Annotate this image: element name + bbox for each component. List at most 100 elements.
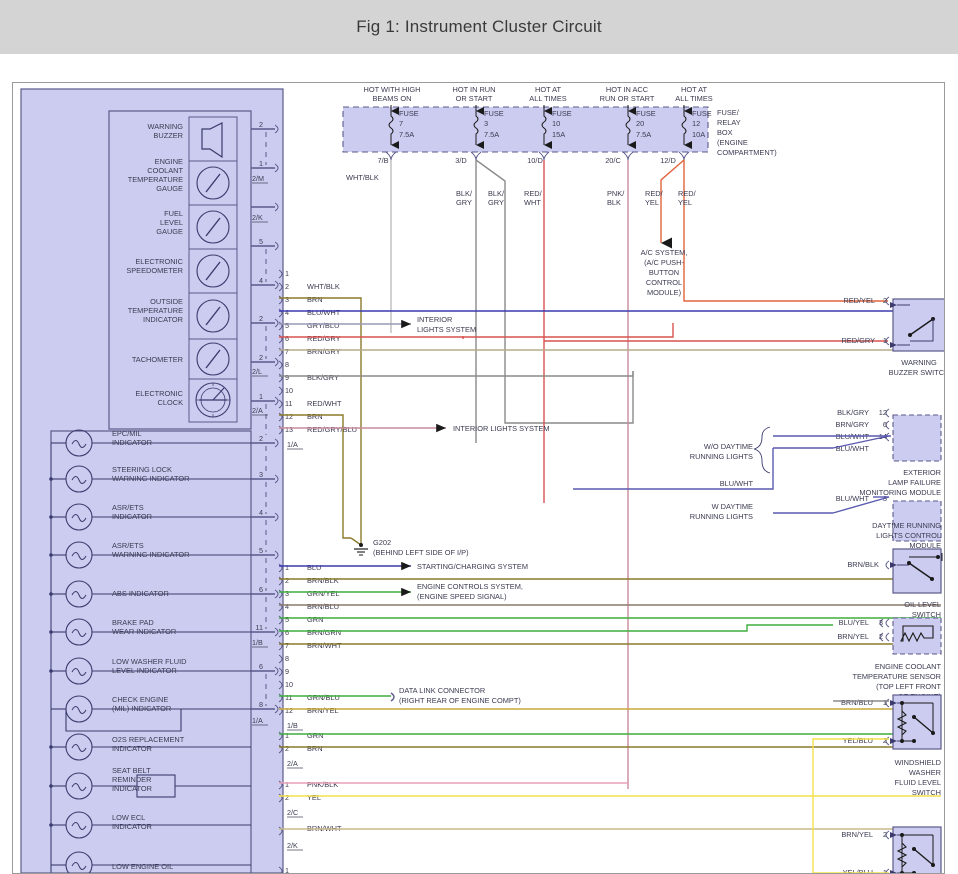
svg-text:12: 12 — [285, 412, 293, 421]
svg-text:GRY/BLU: GRY/BLU — [307, 321, 339, 330]
svg-text:2: 2 — [285, 793, 289, 802]
svg-text:BLU/WHT: BLU/WHT — [307, 308, 341, 317]
elc-wire-1: YEL/BLU — [843, 868, 873, 873]
oil-level-switch[interactable]: BRN/BLK OIL LEVEL SWITCH — [847, 548, 944, 619]
svg-text:ENGINE CONTROLS SYSTEM,: ENGINE CONTROLS SYSTEM, — [417, 582, 523, 591]
svg-text:RED/: RED/ — [524, 189, 543, 198]
gauge-icon — [196, 166, 230, 200]
svg-text:MODULE): MODULE) — [647, 288, 681, 297]
cluster-gauge-group — [108, 110, 252, 430]
svg-text:INTERIOR LIGHTS SYSTEM: INTERIOR LIGHTS SYSTEM — [453, 424, 550, 433]
svg-text:O2S REPLACEMENT: O2S REPLACEMENT — [112, 735, 185, 744]
connector-2c-wires: PNK/BLK YEL — [307, 780, 338, 802]
connector-1b-tag: 1/B — [287, 721, 298, 730]
gauge-icon — [196, 254, 230, 288]
svg-text:LEVEL INDICATOR: LEVEL INDICATOR — [112, 666, 177, 675]
connector-2k-tag: 2/K — [287, 841, 298, 850]
svg-text:FUSE/: FUSE/ — [717, 108, 740, 117]
svg-text:BEAMS ON: BEAMS ON — [372, 94, 411, 103]
elfmm-wire-12: BLK/GRY — [837, 408, 869, 417]
elfmm-label: EXTERIOR — [903, 468, 941, 477]
svg-text:1/A: 1/A — [252, 716, 263, 725]
svg-text:2/A: 2/A — [252, 406, 263, 415]
warning-buzzer-switch[interactable]: 2 1 RED/YEL RED/GRY WARNING BUZZER SWITC… — [841, 296, 944, 377]
svg-text:7: 7 — [285, 347, 289, 356]
svg-text:BRN: BRN — [307, 412, 323, 421]
svg-text:INTERIOR: INTERIOR — [417, 871, 452, 873]
exterior-lamp-failure-monitoring-module[interactable]: 12 6 14 BLK/GRY BRN/GRY BLU/WHT BLU/WHT … — [835, 408, 942, 497]
svg-text:YEL: YEL — [645, 198, 659, 207]
svg-text:RED/: RED/ — [645, 189, 664, 198]
svg-text:11: 11 — [256, 623, 263, 632]
svg-text:RUN OR START: RUN OR START — [600, 94, 655, 103]
warning-buzzer-switch-wire-1: RED/GRY — [841, 336, 875, 345]
svg-text:BRN/GRY: BRN/GRY — [307, 347, 341, 356]
svg-text:HOT AT: HOT AT — [681, 85, 707, 94]
windshield-washer-fluid-level-switch[interactable]: 1 2 BRN/BLU YEL/BLU WINDSHIELD WASHER FL… — [841, 694, 942, 797]
svg-text:4: 4 — [285, 602, 289, 611]
svg-text:BLK/: BLK/ — [456, 189, 473, 198]
svg-text:LOW WASHER FLUID: LOW WASHER FLUID — [112, 657, 186, 666]
svg-text:INDICATOR: INDICATOR — [112, 822, 152, 831]
svg-text:WARNING: WARNING — [148, 122, 184, 131]
gauge-icon — [196, 299, 230, 333]
ground-id: G202 — [373, 538, 391, 547]
svg-text:(A/C PUSH-: (A/C PUSH- — [644, 258, 684, 267]
svg-text:WASHER: WASHER — [909, 768, 941, 777]
gauge-pin-leads — [251, 124, 279, 435]
daytime-running-lights-control-module[interactable]: 3 BLU/WHT DAYTIME RUNNING LIGHTS CONTROL… — [836, 494, 942, 550]
svg-text:FUSE: FUSE — [399, 109, 419, 118]
engine-coolant-temperature-sensor[interactable]: 3 2 BLU/YEL BRN/YEL ENGINE COOLANT TEMPE… — [837, 617, 942, 701]
svg-text:BRN/GRN: BRN/GRN — [307, 628, 341, 637]
svg-text:A/C SYSTEM,: A/C SYSTEM, — [641, 248, 688, 257]
svg-text:BRN/WHT: BRN/WHT — [307, 641, 342, 650]
svg-text:11: 11 — [285, 693, 292, 702]
fuse-output-wires — [390, 159, 888, 789]
svg-text:3: 3 — [879, 618, 883, 627]
warning-buzzer-switch-pin-1: 1 — [883, 336, 887, 345]
svg-text:1/B: 1/B — [252, 638, 263, 647]
svg-text:GRN/YEL: GRN/YEL — [307, 589, 339, 598]
svg-text:MODULE: MODULE — [909, 541, 941, 550]
svg-text:WEAR INDICATOR: WEAR INDICATOR — [112, 627, 176, 636]
connector-1a-wires: WHT/BLK BRN BLU/WHT GRY/BLU RED/GRY BRN/… — [307, 282, 357, 434]
svg-text:20: 20 — [636, 119, 644, 128]
svg-text:TEMPERATURE SENSOR: TEMPERATURE SENSOR — [852, 672, 941, 681]
svg-text:6: 6 — [259, 662, 263, 671]
svg-text:5: 5 — [285, 615, 289, 624]
svg-text:EPC/MIL: EPC/MIL — [112, 429, 142, 438]
svg-text:TEMPERATURE: TEMPERATURE — [128, 175, 183, 184]
svg-text:2: 2 — [883, 736, 887, 745]
svg-text:FLUID LEVEL: FLUID LEVEL — [895, 778, 941, 787]
svg-text:WHT/BLK: WHT/BLK — [307, 282, 340, 291]
svg-text:DATA LINK CONNECTOR: DATA LINK CONNECTOR — [399, 686, 485, 695]
svg-text:ELECTRONIC: ELECTRONIC — [135, 389, 183, 398]
svg-text:10: 10 — [285, 680, 293, 689]
svg-text:FUSE: FUSE — [636, 109, 656, 118]
svg-text:YEL: YEL — [678, 198, 692, 207]
connector-2c-pins: 12 — [285, 780, 289, 802]
indicator-connector-tags: 1/B 1/A — [252, 638, 268, 726]
svg-text:CONTROL: CONTROL — [646, 278, 682, 287]
svg-text:LIGHTS CONTROL: LIGHTS CONTROL — [876, 531, 941, 540]
svg-text:2/K: 2/K — [252, 213, 263, 222]
svg-text:SEAT BELT: SEAT BELT — [112, 766, 151, 775]
connector-2a-wire-runs — [279, 733, 941, 748]
svg-text:RUNNING LIGHTS: RUNNING LIGHTS — [690, 452, 753, 461]
svg-text:INTERIOR: INTERIOR — [417, 315, 452, 324]
ects-label: ENGINE COOLANT — [875, 662, 942, 671]
svg-text:10: 10 — [552, 119, 560, 128]
svg-text:12: 12 — [285, 706, 293, 715]
svg-text:BUZZER SWITCH: BUZZER SWITCH — [889, 368, 944, 377]
elc-switch[interactable]: 2 1 BRN/YEL YEL/BLU ELC SWITCH — [841, 826, 942, 873]
wiring-diagram-canvas[interactable]: WARNING BUZZER ENGINE COOLANT TEMPERATURE GA… — [12, 82, 945, 874]
svg-text:HOT IN ACC: HOT IN ACC — [606, 85, 649, 94]
oil-level-switch-label: OIL LEVEL — [904, 600, 941, 609]
svg-text:CLOCK: CLOCK — [158, 398, 184, 407]
svg-text:4: 4 — [259, 276, 263, 285]
svg-text:FUSE: FUSE — [552, 109, 572, 118]
svg-text:12: 12 — [879, 408, 887, 417]
